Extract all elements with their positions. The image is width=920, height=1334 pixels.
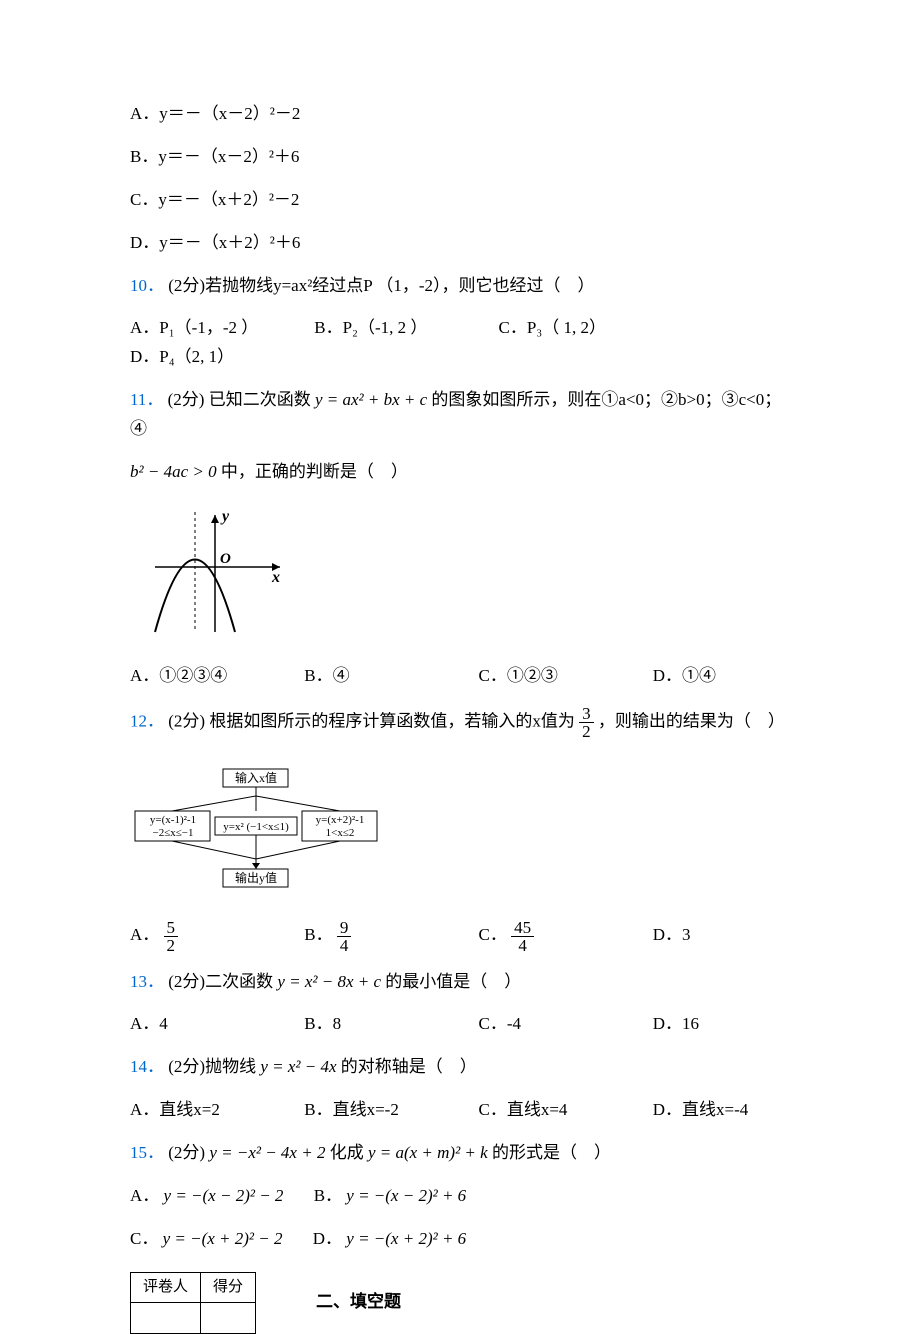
flow-b2t: y=x² (−1<x≤1)	[223, 821, 289, 833]
y-label: y	[220, 508, 230, 525]
q15-f1: y = −x² − 4x + 2	[209, 1143, 325, 1162]
q15-d-f: y = −(x + 2)² + 6	[346, 1229, 466, 1248]
flow-l7	[256, 841, 340, 859]
q9-opt-c: C．y＝－（x＋2）²－2	[130, 186, 790, 215]
q15-opts-row2: C． y = −(x + 2)² − 2 D． y = −(x + 2)² + …	[130, 1225, 790, 1254]
q10-a: A．P₁（-1，-2 ）	[130, 314, 310, 343]
q15-num: 15．	[130, 1143, 164, 1162]
q12-num: 12．	[130, 711, 164, 730]
q14-d: D．直线x=-4	[653, 1096, 749, 1125]
q11-formula1: y = ax² + bx + c	[315, 390, 427, 409]
q13-formula: y = x² − 8x + c	[277, 972, 381, 991]
q14-b: B．直线x=-2	[304, 1096, 474, 1125]
flow-in-text: 输入x值	[235, 770, 277, 785]
q14-text: (2分)抛物线	[168, 1057, 260, 1076]
q12-opts: A． 52 B． 94 C． 454 D．3	[130, 919, 790, 954]
q15-a-f: y = −(x − 2)² − 2	[164, 1186, 284, 1205]
q11-suffix: 中，正确的判断是（ ）	[221, 462, 408, 481]
q14-c: C．直线x=4	[479, 1096, 649, 1125]
q11-d: D．①④	[653, 662, 716, 691]
o-label: O	[220, 551, 231, 567]
q14-suffix: 的对称轴是（ ）	[341, 1057, 477, 1076]
flow-l5	[172, 841, 256, 859]
q12-d: D．3	[653, 921, 691, 950]
q12-c: C． 454	[479, 919, 649, 954]
section-2-title: 二、填空题	[316, 1288, 401, 1317]
q15-suffix: 的形式是（ ）	[492, 1143, 611, 1162]
q14-formula: y = x² − 4x	[260, 1057, 336, 1076]
q12-a: A． 52	[130, 919, 300, 954]
q15-opts-row1: A． y = −(x − 2)² − 2 B． y = −(x − 2)² + …	[130, 1182, 790, 1211]
q11-stem-1: 11． (2分) 已知二次函数 y = ax² + bx + c 的图象如图所示…	[130, 386, 790, 444]
flow-out-text: 输出y值	[235, 870, 277, 885]
q11-stem-2: b² − 4ac > 0 中，正确的判断是（ ）	[130, 458, 790, 487]
q14-num: 14．	[130, 1057, 164, 1076]
th-score: 得分	[201, 1272, 256, 1303]
x-label: x	[271, 569, 280, 586]
q13-b: B．8	[304, 1010, 474, 1039]
q12-b: B． 94	[304, 919, 474, 954]
q15-d-lbl: D．	[313, 1229, 342, 1248]
th-grader: 评卷人	[131, 1272, 201, 1303]
q10-d: D．P₄（2, 1）	[130, 343, 270, 372]
q11-num: 11．	[130, 390, 163, 409]
q13-num: 13．	[130, 972, 164, 991]
section-2-row: 评卷人 得分 二、填空题	[130, 1272, 790, 1334]
q13-opts: A．4 B．8 C．-4 D．16	[130, 1010, 790, 1039]
q14-a: A．直线x=2	[130, 1096, 300, 1125]
flow-b3a: y=(x+2)²-1	[316, 814, 365, 826]
q14-opts: A．直线x=2 B．直线x=-2 C．直线x=4 D．直线x=-4	[130, 1096, 790, 1125]
td-grader	[131, 1303, 201, 1334]
q12-frac: 3 2	[579, 705, 594, 740]
q12-stem: 12． (2分) 根据如图所示的程序计算函数值，若输入的x值为 3 2 ，则输出…	[130, 705, 790, 740]
q15-mid: 化成	[330, 1143, 368, 1162]
q13-text: (2分)二次函数	[168, 972, 277, 991]
flow-b3b: 1<x≤2	[326, 827, 355, 839]
q11-opts: A．①②③④ B．④ C．①②③ D．①④	[130, 662, 790, 691]
q11-formula2: b² − 4ac > 0	[130, 462, 217, 481]
q10-c: C．P₃（ 1, 2）	[499, 314, 649, 343]
flow-b1b: −2≤x≤−1	[153, 827, 194, 839]
q14-stem: 14． (2分)抛物线 y = x² − 4x 的对称轴是（ ）	[130, 1053, 790, 1082]
q9-opt-a: A．y＝－（x－2）²－2	[130, 100, 790, 129]
q15-b-f: y = −(x − 2)² + 6	[346, 1186, 466, 1205]
q15-a-lbl: A．	[130, 1186, 159, 1205]
q13-c: C．-4	[479, 1010, 649, 1039]
q15-text: (2分)	[168, 1143, 209, 1162]
q13-d: D．16	[653, 1010, 699, 1039]
q10-b: B．P₂（-1, 2 ）	[314, 314, 494, 343]
q11-prefix: (2分) 已知二次函数	[168, 390, 315, 409]
q13-suffix: 的最小值是（ ）	[385, 972, 521, 991]
q12-flowchart: 输入x值 y=(x-1)²-1 −2≤x≤−1 y=x² (−1<x≤1) y=…	[130, 764, 390, 899]
q15-b-lbl: B．	[314, 1186, 342, 1205]
flow-l4	[256, 796, 340, 811]
q10-opts: A．P₁（-1，-2 ） B．P₂（-1, 2 ） C．P₃（ 1, 2） D．…	[130, 314, 790, 372]
flow-arrow	[252, 863, 260, 869]
q11-c: C．①②③	[479, 662, 649, 691]
q11-a: A．①②③④	[130, 662, 300, 691]
q11-b: B．④	[304, 662, 474, 691]
q10-stem: 10． (2分)若抛物线y=ax²经过点P （1，-2），则它也经过（ ）	[130, 272, 790, 301]
q10-num: 10．	[130, 276, 164, 295]
q15-stem: 15． (2分) y = −x² − 4x + 2 化成 y = a(x + m…	[130, 1139, 790, 1168]
q11-graph: y x O	[130, 507, 300, 642]
grading-table: 评卷人 得分	[130, 1272, 256, 1334]
q9-opt-d: D．y＝－（x＋2）²＋6	[130, 229, 790, 258]
q13-stem: 13． (2分)二次函数 y = x² − 8x + c 的最小值是（ ）	[130, 968, 790, 997]
q15-f2: y = a(x + m)² + k	[368, 1143, 488, 1162]
flow-l2	[172, 796, 256, 811]
q13-a: A．4	[130, 1010, 300, 1039]
q12-suffix: ，则输出的结果为（ ）	[598, 711, 785, 730]
q15-c-f: y = −(x + 2)² − 2	[163, 1229, 283, 1248]
td-score	[201, 1303, 256, 1334]
flow-b1a: y=(x-1)²-1	[150, 814, 196, 826]
q9-opt-b: B．y＝－（x－2）²＋6	[130, 143, 790, 172]
q15-c-lbl: C．	[130, 1229, 158, 1248]
q10-text: (2分)若抛物线y=ax²经过点P （1，-2），则它也经过（ ）	[168, 276, 594, 295]
q12-prefix: (2分) 根据如图所示的程序计算函数值，若输入的x值为	[168, 711, 575, 730]
